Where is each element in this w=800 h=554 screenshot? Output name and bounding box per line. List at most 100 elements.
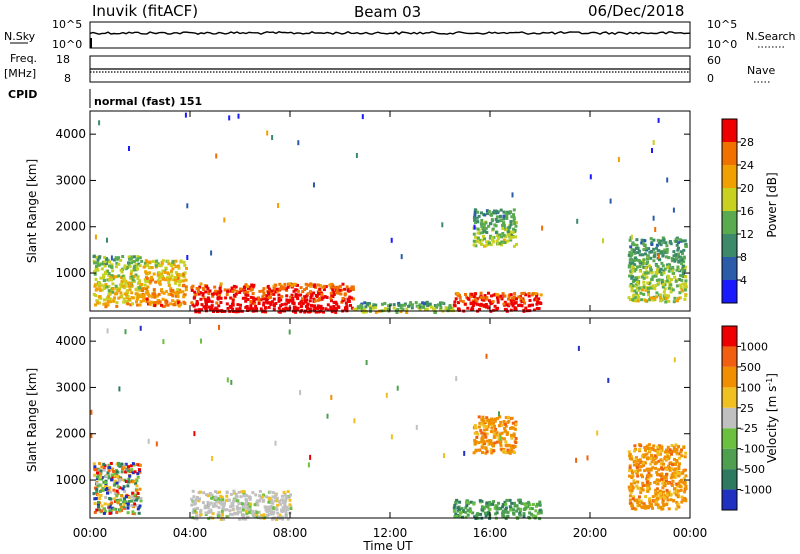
- data-cell: [506, 226, 510, 230]
- data-cell: [645, 477, 649, 481]
- data-cell: [95, 482, 99, 485]
- data-cell: [424, 308, 427, 312]
- data-cell: [122, 276, 126, 280]
- data-cell: [260, 495, 264, 499]
- data-cell: [672, 250, 676, 254]
- data-cell: [171, 261, 175, 264]
- data-cell: [668, 240, 672, 244]
- data-cell: [674, 507, 678, 511]
- data-cell: [262, 301, 266, 305]
- data-cell: [244, 296, 248, 300]
- data-cell: [647, 247, 651, 251]
- data-cell: [683, 490, 687, 494]
- data-cell: [632, 460, 636, 464]
- data-cell: [500, 240, 504, 244]
- data-cell: [103, 260, 107, 264]
- data-cell: [519, 295, 522, 299]
- data-cell: [120, 462, 124, 466]
- data-cell: [288, 329, 291, 335]
- data-cell: [222, 517, 226, 521]
- data-cell: [659, 267, 663, 271]
- data-cell: [465, 500, 469, 504]
- data-cell: [271, 512, 275, 516]
- data-cell: [507, 419, 511, 423]
- data-cell: [106, 303, 110, 307]
- data-cell: [515, 509, 519, 513]
- data-cell: [503, 294, 507, 298]
- data-cell: [316, 298, 320, 302]
- data-cell: [194, 498, 198, 502]
- data-cell: [632, 495, 636, 499]
- data-cell: [271, 135, 274, 140]
- data-cell: [157, 271, 161, 275]
- data-cell: [501, 503, 505, 507]
- data-cell: [284, 509, 288, 513]
- data-cell: [644, 266, 648, 270]
- data-cell: [655, 264, 658, 267]
- data-cell: [436, 303, 440, 307]
- data-cell: [234, 310, 238, 314]
- data-cell: [633, 278, 637, 282]
- data-cell: [153, 292, 157, 296]
- data-cell: [674, 237, 678, 241]
- data-cell: [129, 277, 133, 281]
- x-tick-label: 00:00: [73, 526, 108, 540]
- data-cell: [392, 306, 396, 310]
- data-cell: [632, 243, 636, 247]
- data-cell: [661, 481, 665, 485]
- data-cell: [108, 509, 112, 513]
- data-cell: [254, 297, 258, 301]
- data-cell: [397, 303, 401, 307]
- data-cell: [320, 292, 324, 296]
- data-cell: [104, 302, 108, 306]
- data-cell: [646, 281, 650, 285]
- data-cell: [148, 271, 152, 275]
- data-cell: [652, 298, 656, 302]
- data-cell: [111, 469, 115, 473]
- data-cell: [122, 297, 126, 301]
- data-cell: [344, 306, 347, 310]
- data-cell: [668, 468, 672, 472]
- data-cell: [251, 307, 255, 311]
- data-cell: [414, 301, 418, 305]
- data-cell: [493, 424, 496, 428]
- data-cell: [510, 232, 514, 236]
- data-cell: [140, 294, 144, 298]
- data-cell: [349, 287, 353, 291]
- data-cell: [171, 267, 175, 271]
- data-cell: [655, 291, 659, 295]
- data-cell: [510, 301, 514, 305]
- data-cell: [634, 457, 638, 461]
- data-cell: [151, 259, 155, 263]
- data-cell: [140, 283, 144, 286]
- data-cell: [472, 502, 476, 506]
- data-cell: [103, 255, 107, 259]
- data-cell: [309, 282, 313, 286]
- data-cell: [360, 306, 364, 310]
- data-cell: [650, 460, 654, 464]
- data-cell: [651, 495, 655, 499]
- data-cell: [190, 301, 194, 305]
- data-cell: [249, 502, 253, 506]
- data-cell: [482, 298, 486, 302]
- data-cell: [128, 496, 131, 499]
- data-cell: [659, 239, 663, 243]
- data-cell: [99, 276, 103, 280]
- data-cell: [648, 449, 652, 453]
- data-cell: [115, 275, 119, 279]
- data-cell: [97, 263, 101, 267]
- data-cell: [294, 292, 298, 296]
- data-cell: [527, 292, 531, 295]
- data-cell: [666, 498, 670, 502]
- data-cell: [662, 271, 666, 275]
- data-cell: [659, 492, 663, 495]
- data-cell: [109, 276, 113, 280]
- data-cell: [630, 469, 634, 473]
- data-cell: [143, 278, 147, 281]
- data-cell: [335, 291, 339, 295]
- data-cell: [535, 298, 539, 302]
- data-cell: [643, 469, 647, 473]
- data-cell: [219, 301, 223, 304]
- data-cell: [639, 491, 643, 495]
